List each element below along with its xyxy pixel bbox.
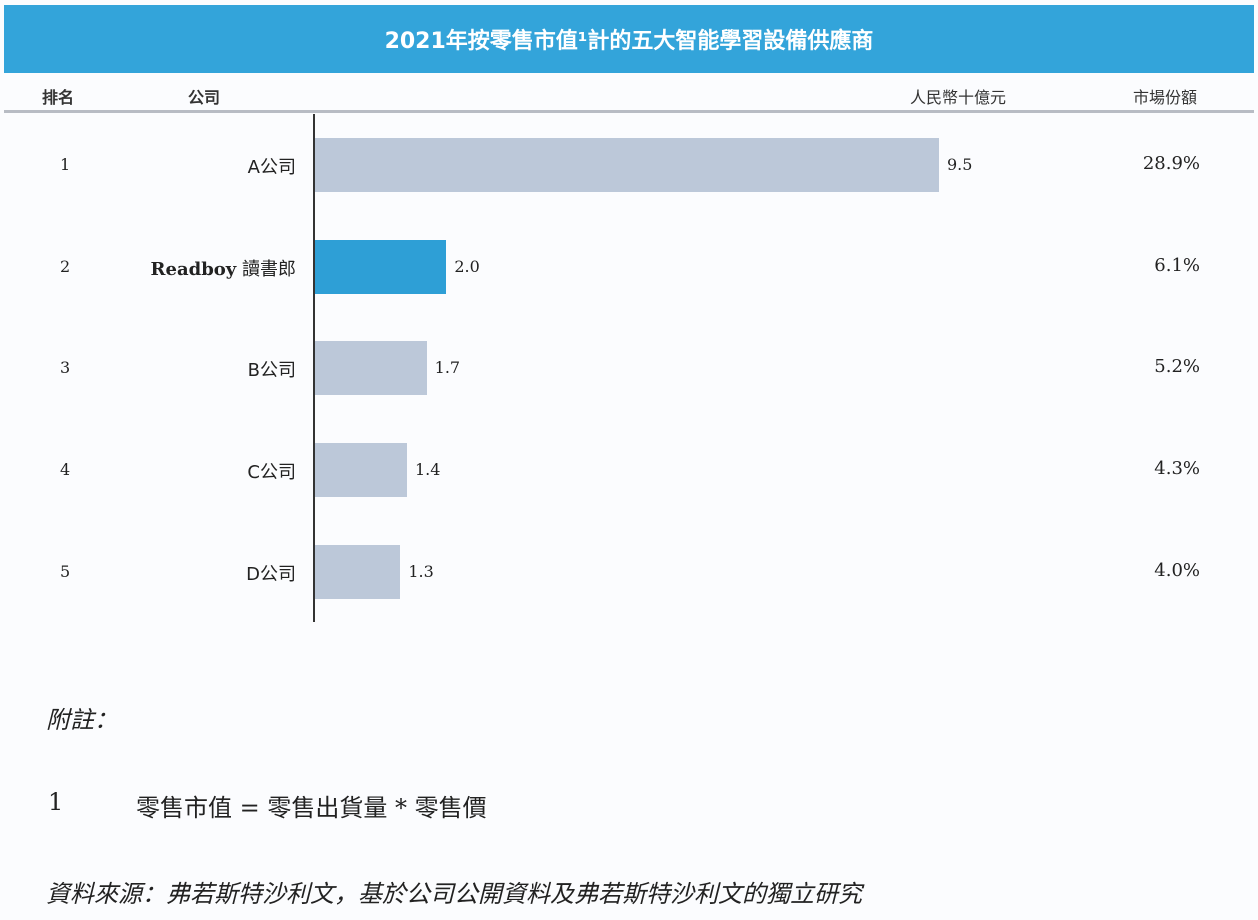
bar (315, 545, 401, 599)
chart-title: 2021年按零售市值¹計的五大智能學習設備供應商 (384, 29, 874, 54)
share-label: 5.2% (1154, 356, 1200, 377)
rank-label: 5 (60, 562, 71, 581)
header-rank: 排名 (42, 88, 75, 107)
share-label: 4.0% (1154, 560, 1200, 581)
company-name-chinese: 讀書郎 (242, 259, 296, 280)
company-label: D公司 (246, 564, 296, 585)
value-label: 1.4 (414, 460, 441, 479)
bar (315, 341, 427, 395)
value-label: 9.5 (947, 155, 973, 174)
share-label: 4.3% (1154, 458, 1200, 479)
value-label: 1.7 (434, 358, 461, 377)
header-value-unit: 人民幣十億元 (910, 88, 1007, 107)
value-label: 1.3 (408, 562, 434, 581)
share-label: 6.1% (1154, 255, 1200, 276)
header-company: 公司 (188, 88, 221, 107)
company-label: A公司 (247, 157, 296, 178)
company-label: B公司 (247, 360, 296, 381)
share-label: 28.9% (1142, 153, 1200, 174)
notes-heading: 附註： (46, 706, 118, 734)
header-divider (4, 110, 1254, 113)
note-text: 零售市值 = 零售出貨量 * 零售價 (136, 794, 487, 822)
header-share: 市場份額 (1133, 88, 1198, 107)
source-text: 資料來源：弗若斯特沙利文，基於公司公開資料及弗若斯特沙利文的獨立研究 (46, 880, 862, 908)
bar (315, 138, 939, 192)
rank-label: 3 (60, 358, 71, 377)
rank-label: 1 (60, 155, 71, 174)
company-label: Readboy 讀書郎 (151, 255, 296, 281)
rank-label: 4 (60, 460, 71, 479)
company-name-latin: Readboy (150, 259, 237, 280)
bar (315, 443, 407, 497)
title-band: 2021年按零售市值¹計的五大智能學習設備供應商 (4, 5, 1254, 73)
company-label: C公司 (247, 462, 296, 483)
bar (315, 240, 447, 294)
value-label: 2.0 (454, 257, 480, 276)
note-number: 1 (48, 788, 64, 816)
y-axis-line (313, 114, 315, 622)
rank-label: 2 (60, 257, 71, 276)
